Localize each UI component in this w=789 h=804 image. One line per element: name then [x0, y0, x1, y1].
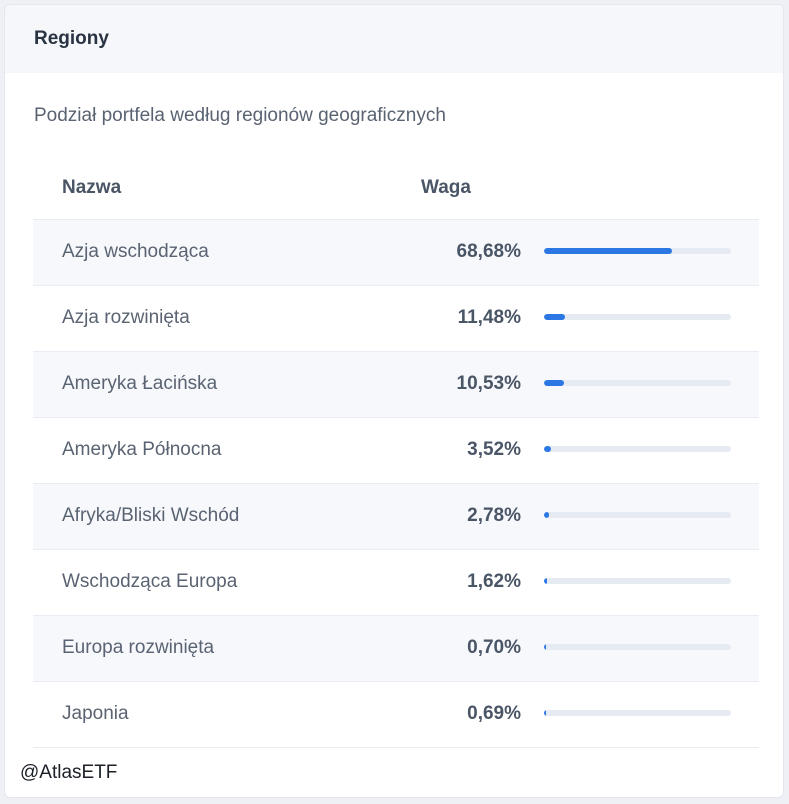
weight-bar — [544, 644, 731, 650]
region-weight: 3,52% — [467, 439, 521, 460]
weight-bar-fill — [544, 644, 546, 650]
weight-bar-fill — [544, 314, 566, 320]
table-row: Afryka/Bliski Wschód 2,78% — [33, 484, 759, 550]
weight-bar-fill — [544, 512, 550, 518]
weight-bar — [544, 314, 731, 320]
weight-bar — [544, 578, 731, 584]
table-row: Ameryka Północna 3,52% — [33, 418, 759, 484]
column-header-name[interactable]: Nazwa — [62, 177, 122, 198]
weight-bar — [544, 710, 731, 716]
table-row: Azja rozwinięta 11,48% — [33, 286, 759, 352]
weight-bar-fill — [544, 446, 551, 452]
table-row: Azja wschodząca 68,68% — [33, 220, 759, 286]
table-row: Europa rozwinięta 0,70% — [33, 616, 759, 682]
region-weight: 0,70% — [467, 637, 521, 658]
region-name: Wschodząca Europa — [62, 571, 238, 592]
regions-card: Regiony Podział portfela według regionów… — [4, 4, 784, 798]
region-weight: 2,78% — [467, 505, 521, 526]
weight-bar-fill — [544, 380, 564, 386]
weight-bar — [544, 380, 731, 386]
region-weight: 0,69% — [467, 703, 521, 724]
card-subtitle: Podział portfela według regionów geograf… — [34, 105, 446, 126]
region-name: Ameryka Północna — [62, 439, 222, 460]
region-name: Japonia — [62, 703, 129, 724]
column-header-weight[interactable]: Waga — [421, 177, 471, 198]
weight-bar-fill — [544, 578, 548, 584]
weight-bar — [544, 248, 731, 254]
region-name: Azja wschodząca — [62, 241, 209, 262]
region-name: Ameryka Łacińska — [62, 373, 218, 394]
regions-table: Nazwa Waga Azja wschodząca 68,68% Azja r… — [33, 153, 759, 748]
region-name: Europa rozwinięta — [62, 637, 215, 658]
table-row: Japonia 0,69% — [33, 682, 759, 748]
region-name: Azja rozwinięta — [62, 307, 190, 328]
table-header: Nazwa Waga — [33, 153, 759, 220]
region-weight: 68,68% — [456, 241, 521, 262]
watermark: @AtlasETF — [20, 762, 118, 784]
region-weight: 10,53% — [456, 373, 521, 394]
card-header: Regiony — [5, 5, 783, 73]
card-title: Regiony — [34, 28, 109, 49]
region-name: Afryka/Bliski Wschód — [62, 505, 240, 526]
region-weight: 1,62% — [467, 571, 521, 592]
weight-bar-fill — [544, 710, 546, 716]
weight-bar — [544, 446, 731, 452]
weight-bar — [544, 512, 731, 518]
table-row: Ameryka Łacińska 10,53% — [33, 352, 759, 418]
table-row: Wschodząca Europa 1,62% — [33, 550, 759, 616]
region-weight: 11,48% — [457, 307, 521, 328]
weight-bar-fill — [544, 248, 673, 254]
